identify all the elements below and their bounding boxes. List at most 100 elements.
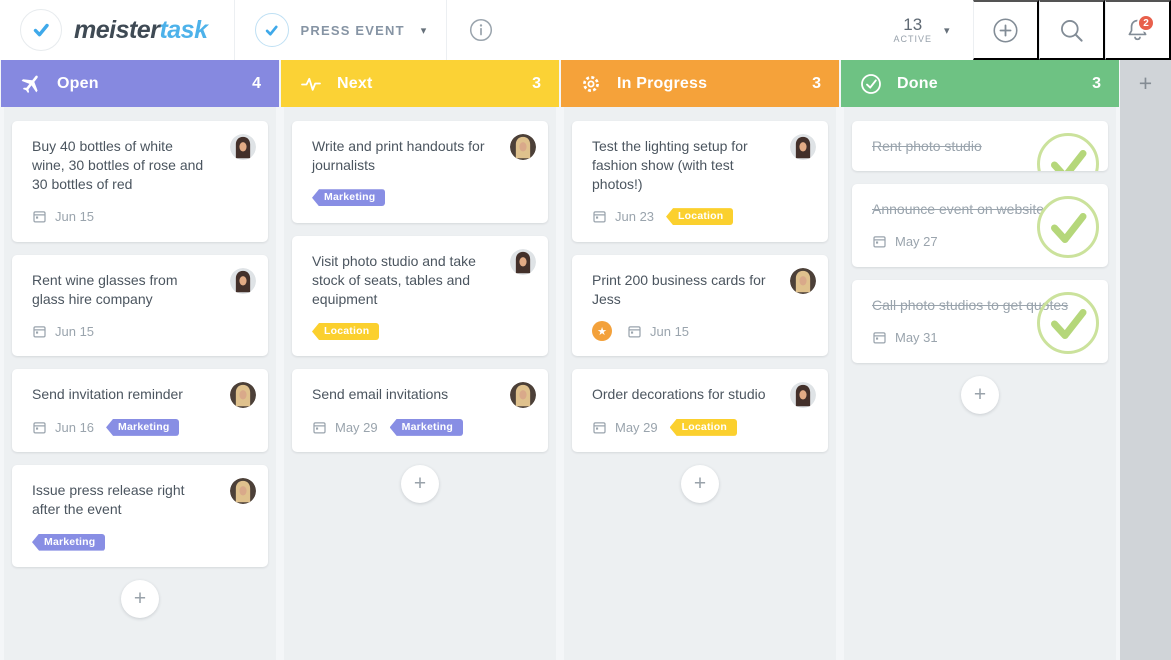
task-title: Test the lighting setup for fashion show… bbox=[592, 138, 748, 192]
assignee-avatar[interactable] bbox=[230, 382, 256, 409]
task-card[interactable]: Print 200 business cards for Jess ★ Jun … bbox=[572, 254, 828, 357]
task-meta: ★ Jun 15 bbox=[592, 321, 808, 342]
add-task-button[interactable]: + bbox=[681, 465, 719, 504]
assignee-avatar[interactable] bbox=[510, 248, 536, 275]
task-title: Write and print handouts for journalists bbox=[312, 138, 485, 173]
due-date: May 31 bbox=[895, 330, 938, 346]
task-title: Announce event on website bbox=[872, 200, 1045, 217]
assignee-avatar[interactable] bbox=[510, 382, 536, 409]
column-header-done[interactable]: Done 3 bbox=[841, 60, 1119, 107]
board-column-next: Next 3 Write and print handouts for jour… bbox=[280, 60, 560, 660]
done-check-icon[interactable] bbox=[1036, 291, 1100, 355]
task-card[interactable]: Send email invitations May 29 Marketing bbox=[292, 369, 548, 453]
task-title: Visit photo studio and take stock of sea… bbox=[312, 252, 476, 307]
due-date: Jun 15 bbox=[55, 323, 95, 339]
column-header-in-progress[interactable]: In Progress 3 bbox=[561, 60, 839, 107]
brand-wordmark: meistertask bbox=[74, 16, 208, 45]
task-card[interactable]: Issue press release right after the even… bbox=[12, 465, 268, 568]
task-title: Issue press release right after the even… bbox=[32, 482, 185, 518]
create-button[interactable] bbox=[973, 0, 1039, 60]
tag-badge: Location bbox=[666, 208, 734, 226]
done-check-icon[interactable] bbox=[1036, 132, 1100, 171]
board-column-done: Done 3 Rent photo studio Announce event … bbox=[840, 60, 1120, 660]
task-meta: May 31 bbox=[872, 328, 1088, 348]
task-title: Send invitation reminder bbox=[32, 386, 183, 403]
column-header-open[interactable]: Open 4 bbox=[1, 60, 279, 107]
card-list: Test the lighting setup for fashion show… bbox=[564, 121, 836, 453]
assignee-avatar[interactable] bbox=[510, 134, 536, 160]
project-check-icon bbox=[254, 13, 289, 47]
column-body: Buy 40 bottles of white wine, 30 bottles… bbox=[4, 107, 276, 660]
column-body: Test the lighting setup for fashion show… bbox=[564, 107, 836, 660]
info-icon bbox=[469, 18, 492, 42]
due-date-group: Jun 15 bbox=[627, 324, 689, 339]
tag-badge: Marketing bbox=[32, 533, 106, 551]
tag-badge: Marketing bbox=[106, 418, 180, 436]
task-meta: Jun 15 bbox=[32, 321, 248, 341]
assignee-avatar[interactable] bbox=[230, 134, 256, 160]
calendar-icon bbox=[872, 330, 887, 345]
tag-badge: Marketing bbox=[312, 189, 386, 207]
column-header-next[interactable]: Next 3 bbox=[281, 60, 559, 107]
column-count: 3 bbox=[1092, 74, 1101, 92]
app-header: meistertask PRESS EVENT ▾ 13 ACTIVE ▾ bbox=[0, 0, 1171, 60]
due-date-group: Jun 16 bbox=[32, 420, 94, 435]
notifications-button[interactable]: 2 bbox=[1105, 0, 1171, 60]
assignee-avatar[interactable] bbox=[230, 478, 256, 505]
due-date-group: Jun 15 bbox=[32, 324, 94, 339]
pulse-icon bbox=[299, 72, 323, 96]
task-card[interactable]: Send invitation reminder Jun 16 Marketin… bbox=[12, 369, 268, 453]
task-card[interactable]: Call photo studios to get quotes May 31 bbox=[852, 279, 1108, 363]
column-count: 3 bbox=[532, 74, 541, 92]
search-button[interactable] bbox=[1039, 0, 1105, 60]
card-list: Buy 40 bottles of white wine, 30 bottles… bbox=[4, 121, 276, 568]
task-title: Call photo studios to get quotes bbox=[872, 296, 1069, 313]
calendar-icon bbox=[32, 209, 47, 224]
check-icon bbox=[859, 72, 883, 96]
task-card[interactable]: Announce event on website May 27 bbox=[852, 183, 1108, 267]
app-logo[interactable]: meistertask bbox=[0, 0, 234, 60]
task-card[interactable]: Order decorations for studio May 29 Loca… bbox=[572, 369, 828, 453]
column-title: Open bbox=[57, 74, 99, 92]
assignee-avatar[interactable] bbox=[230, 267, 256, 294]
task-title: Print 200 business cards for Jess bbox=[592, 271, 766, 307]
due-date-group: May 31 bbox=[872, 330, 938, 345]
assignee-avatar[interactable] bbox=[790, 267, 816, 294]
task-meta: May 29 Marketing bbox=[312, 417, 528, 437]
calendar-icon bbox=[592, 420, 607, 435]
task-card[interactable]: Buy 40 bottles of white wine, 30 bottles… bbox=[12, 121, 268, 242]
active-count: 13 bbox=[903, 14, 923, 34]
task-meta: Marketing bbox=[32, 532, 248, 552]
tag-badge: Marketing bbox=[389, 418, 464, 436]
due-date: May 27 bbox=[895, 234, 938, 250]
task-card[interactable]: Visit photo studio and take stock of sea… bbox=[292, 235, 548, 357]
active-projects-dropdown[interactable]: 13 ACTIVE ▾ bbox=[870, 0, 973, 60]
add-task-button[interactable]: + bbox=[401, 465, 439, 504]
assignee-avatar[interactable] bbox=[790, 134, 816, 160]
add-task-button[interactable]: + bbox=[961, 375, 999, 414]
due-date-group: May 29 bbox=[592, 420, 658, 435]
task-card[interactable]: Test the lighting setup for fashion show… bbox=[572, 121, 828, 242]
column-title: Next bbox=[337, 74, 373, 92]
notification-badge: 2 bbox=[1137, 14, 1155, 32]
task-card[interactable]: Rent wine glasses from glass hire compan… bbox=[12, 254, 268, 357]
board-column-open: Open 4 Buy 40 bottles of white wine, 30 … bbox=[0, 60, 280, 660]
gear-icon bbox=[579, 72, 603, 96]
due-date-group: Jun 23 bbox=[592, 209, 654, 224]
done-check-icon[interactable] bbox=[1036, 195, 1100, 259]
assignee-avatar[interactable] bbox=[790, 382, 816, 409]
project-info-button[interactable] bbox=[446, 0, 514, 60]
task-title: Buy 40 bottles of white wine, 30 bottles… bbox=[32, 138, 204, 192]
plane-icon bbox=[19, 72, 43, 96]
due-date: Jun 23 bbox=[615, 209, 655, 225]
due-date-group: May 27 bbox=[872, 234, 938, 249]
task-card[interactable]: Rent photo studio bbox=[852, 121, 1108, 171]
project-selector[interactable]: PRESS EVENT ▾ bbox=[233, 0, 447, 60]
add-task-button[interactable]: + bbox=[121, 580, 159, 619]
task-card[interactable]: Write and print handouts for journalists… bbox=[292, 121, 548, 223]
calendar-icon bbox=[312, 420, 327, 435]
task-title: Rent photo studio bbox=[872, 138, 982, 154]
add-column-button[interactable]: + bbox=[1138, 70, 1153, 96]
calendar-icon bbox=[592, 209, 607, 224]
board: Open 4 Buy 40 bottles of white wine, 30 … bbox=[0, 60, 1171, 660]
